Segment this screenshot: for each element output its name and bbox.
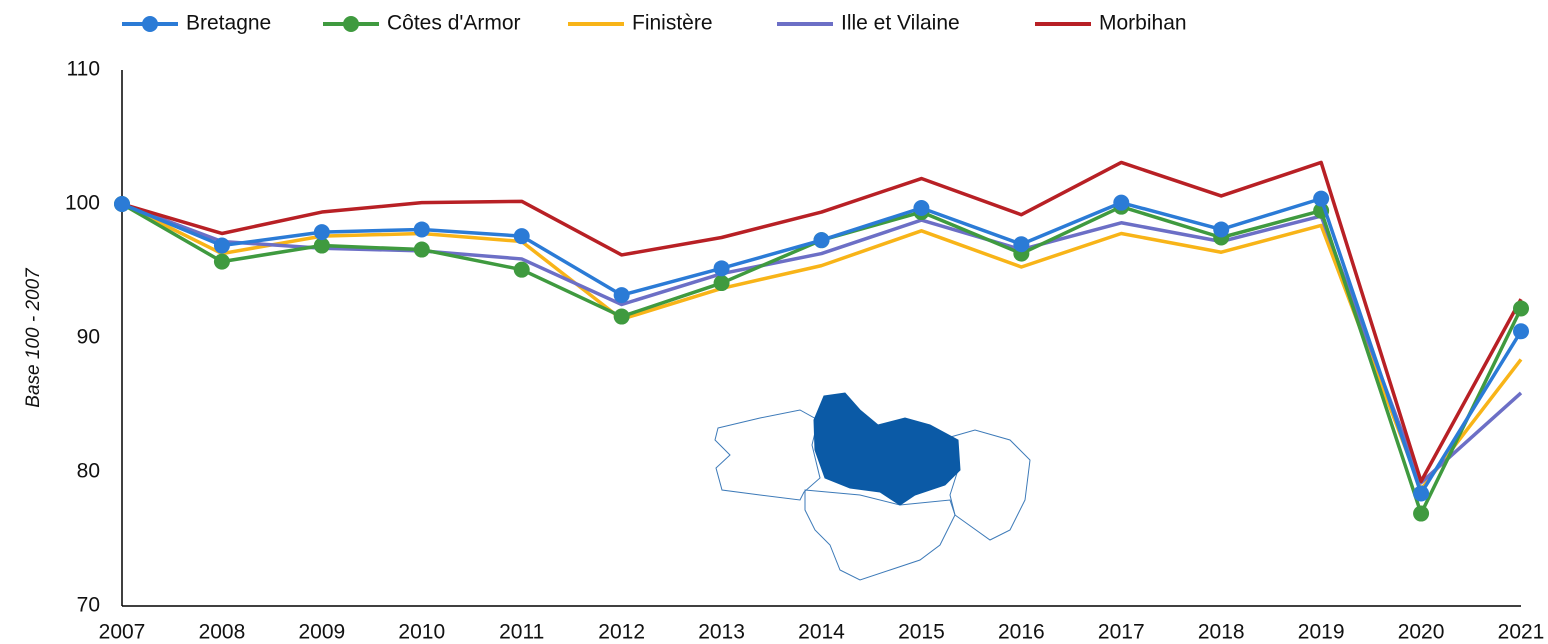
x-tick-label: 2011 — [499, 621, 544, 644]
x-tick-label: 2007 — [99, 621, 146, 644]
data-point — [1513, 300, 1529, 317]
map-outline — [714, 409, 821, 501]
y-axis-label: Base 100 - 2007 — [23, 267, 44, 408]
data-point — [413, 241, 430, 258]
series-line — [121, 202, 1523, 492]
data-point — [1513, 323, 1529, 340]
data-point — [613, 308, 630, 325]
legend-label: Ille et Vilaine — [841, 12, 960, 35]
data-point — [613, 287, 630, 304]
map-region — [813, 392, 961, 506]
x-tick-label: 2018 — [1198, 621, 1245, 644]
x-tick-label: 2016 — [998, 621, 1045, 644]
map-outline — [804, 489, 956, 581]
x-tick-label: 2009 — [298, 621, 345, 644]
x-tick-label: 2008 — [199, 621, 246, 644]
legend-marker — [142, 16, 158, 32]
legend-label: Morbihan — [1099, 12, 1187, 35]
data-point — [913, 200, 930, 217]
data-point — [713, 275, 730, 292]
data-point — [1313, 190, 1330, 207]
legend-label: Finistère — [632, 12, 713, 35]
x-tick-label: 2017 — [1098, 621, 1145, 644]
data-point — [213, 253, 230, 270]
y-tick-label: 90 — [77, 326, 100, 349]
data-point — [713, 260, 730, 277]
data-point — [313, 224, 330, 241]
data-point — [114, 196, 130, 212]
x-tick-label: 2012 — [598, 621, 645, 644]
series-line — [121, 202, 1523, 485]
y-tick-label: 100 — [65, 192, 100, 215]
x-tick-label: 2013 — [698, 621, 745, 644]
legend-marker — [343, 16, 359, 32]
x-tick-label: 2020 — [1398, 621, 1445, 644]
data-point — [1413, 505, 1430, 522]
data-point — [213, 237, 230, 254]
data-point — [313, 237, 330, 254]
map-outline — [939, 429, 1031, 541]
data-point — [513, 261, 530, 278]
map-illustration — [714, 392, 1031, 581]
legend-label: Côtes d'Armor — [387, 12, 521, 35]
data-point — [513, 228, 530, 245]
y-tick-label: 110 — [67, 58, 100, 81]
data-point — [413, 221, 430, 238]
y-tick-label: 70 — [77, 594, 100, 617]
data-point — [813, 232, 830, 249]
legend-label: Bretagne — [186, 12, 271, 35]
data-point — [1113, 194, 1130, 211]
y-tick-label: 80 — [77, 460, 100, 483]
data-point — [1013, 236, 1030, 253]
x-tick-label: 2015 — [898, 621, 945, 644]
data-point — [1413, 485, 1430, 502]
x-tick-label: 2010 — [398, 621, 445, 644]
x-tick-label: 2014 — [798, 621, 845, 644]
series-line — [121, 160, 1523, 484]
x-tick-label: 2019 — [1298, 621, 1345, 644]
x-tick-label: 2021 — [1498, 621, 1545, 644]
data-point — [1213, 221, 1230, 238]
